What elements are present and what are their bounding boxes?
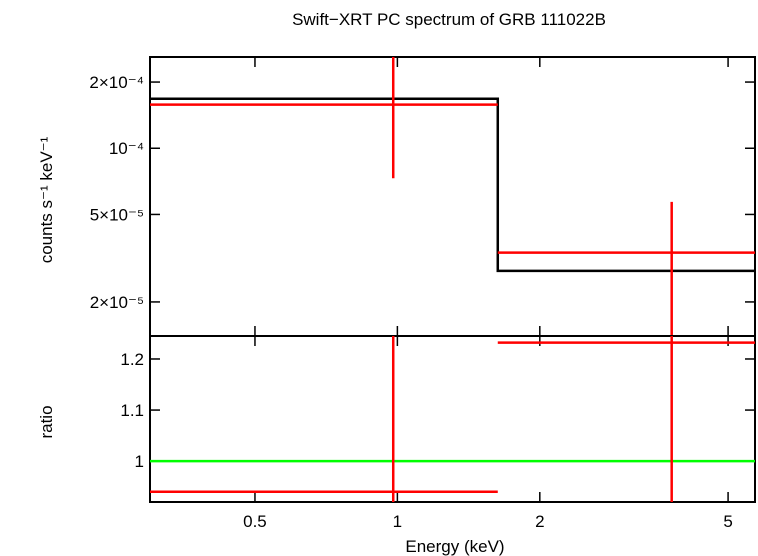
x-tick-label: 1 bbox=[393, 512, 402, 531]
ratio-y-tick-label: 1.1 bbox=[120, 401, 144, 420]
spectrum-y-tick-label: 2×10⁻⁴ bbox=[89, 73, 144, 92]
x-tick-label: 5 bbox=[723, 512, 732, 531]
ratio-y-axis-label: ratio bbox=[37, 405, 56, 438]
spectrum-y-tick-label: 10⁻⁴ bbox=[109, 139, 144, 158]
x-axis-label: Energy (keV) bbox=[405, 537, 504, 556]
ratio-panel: 1 1.1 1.2 bbox=[120, 335, 756, 503]
ratio-data-point bbox=[497, 336, 755, 502]
x-tick-label: 2 bbox=[535, 512, 544, 531]
spectrum-data-point bbox=[497, 201, 755, 336]
x-axis: 0.5 1 2 5 bbox=[243, 512, 733, 531]
ratio-y-tick-label: 1 bbox=[135, 452, 144, 471]
spectrum-panel: 2×10⁻⁵ 5×10⁻⁵ 10⁻⁴ 2×10⁻⁴ bbox=[89, 56, 756, 337]
model-step-line bbox=[150, 97, 755, 273]
x-tick-label: 0.5 bbox=[243, 512, 267, 531]
ratio-data-point bbox=[150, 336, 498, 502]
chart-title: Swift−XRT PC spectrum of GRB 111022B bbox=[292, 10, 606, 29]
spectrum-y-tick-label: 2×10⁻⁵ bbox=[90, 293, 144, 312]
spectrum-data-point bbox=[150, 57, 498, 179]
ratio-y-tick-label: 1.2 bbox=[120, 350, 144, 369]
spectrum-y-axis-label: counts s⁻¹ keV⁻¹ bbox=[37, 136, 56, 263]
spectrum-y-tick-label: 5×10⁻⁵ bbox=[90, 205, 144, 224]
ratio-frame bbox=[149, 335, 756, 503]
